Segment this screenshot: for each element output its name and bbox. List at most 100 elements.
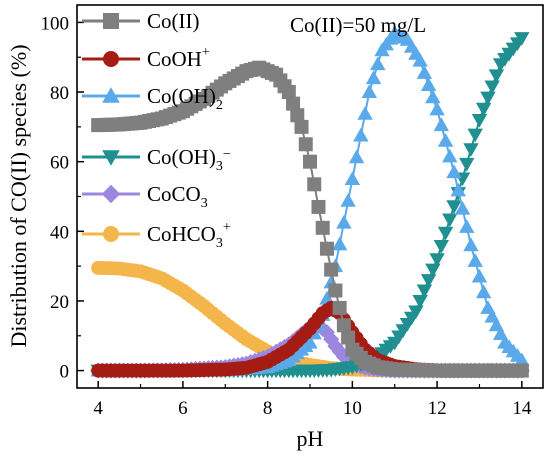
- x-tick-label: 14: [512, 398, 532, 419]
- legend-marker: [101, 184, 121, 204]
- data-point: [307, 177, 322, 192]
- data-point: [302, 335, 318, 349]
- data-point: [361, 84, 378, 98]
- data-point: [331, 236, 348, 251]
- data-point: [433, 239, 450, 254]
- y-tick-label: 20: [50, 292, 69, 313]
- legend-item: CoCO3: [82, 182, 208, 211]
- legend-label-sub: 3: [216, 236, 223, 251]
- legend-marker: [102, 87, 120, 103]
- y-axis: 0 20 40 60 80 100: [41, 13, 84, 383]
- data-point: [488, 69, 505, 84]
- data-point: [348, 149, 365, 164]
- data-point: [281, 85, 296, 100]
- x-axis-label: pH: [297, 426, 324, 451]
- y-axis-label: Distribution of CO(II) species (%): [6, 44, 31, 347]
- legend-label: CoCO3: [147, 182, 208, 211]
- legend-marker: [103, 13, 119, 29]
- x-axis: 4 6 8 10 12 14: [93, 381, 532, 419]
- data-point: [463, 237, 479, 252]
- data-point: [332, 300, 347, 315]
- data-point: [514, 363, 529, 378]
- legend-marker: [102, 150, 120, 166]
- data-point: [420, 77, 437, 92]
- data-point: [353, 127, 369, 142]
- legend-item: Co(OH)2: [82, 84, 223, 113]
- data-point: [290, 108, 305, 123]
- legend-label-sup: −: [223, 147, 231, 162]
- data-point: [315, 220, 330, 235]
- legend-label: Co(OH)3−: [147, 145, 231, 174]
- data-point: [471, 113, 488, 128]
- legend-item: Co(II): [82, 9, 199, 33]
- data-point: [420, 274, 437, 288]
- x-tick-label: 8: [263, 398, 273, 419]
- data-point: [327, 338, 344, 355]
- y-tick-label: 40: [50, 222, 69, 243]
- legend-item: Co(OH)3−: [82, 145, 231, 174]
- legend-label-sub: 3: [216, 159, 223, 174]
- legend-label-sub: 3: [201, 196, 208, 211]
- y-tick-label: 80: [50, 83, 69, 104]
- data-point: [459, 157, 475, 172]
- data-point: [324, 262, 339, 277]
- data-point: [437, 133, 454, 147]
- data-point: [459, 219, 475, 233]
- legend-marker: [103, 226, 119, 242]
- legend-label: CoOH+: [147, 45, 210, 71]
- x-tick-label: 10: [343, 398, 362, 419]
- plot-area: [90, 25, 530, 379]
- data-point: [514, 352, 530, 367]
- data-point: [446, 200, 462, 214]
- legend-label-main: Co(OH): [147, 145, 216, 169]
- data-point: [446, 164, 462, 179]
- x-tick-label: 6: [178, 398, 188, 419]
- data-point: [467, 253, 483, 267]
- data-point: [294, 119, 309, 134]
- legend-label-sup: +: [202, 45, 210, 60]
- data-point: [331, 343, 348, 360]
- y-tick-label: 0: [60, 362, 70, 383]
- legend-label-main: Co(II): [147, 9, 199, 33]
- legend-label-main: Co(OH): [147, 84, 216, 108]
- data-point: [484, 80, 500, 95]
- data-point: [365, 70, 382, 85]
- data-point: [475, 102, 492, 117]
- data-point: [450, 182, 466, 197]
- data-point: [286, 96, 301, 111]
- data-point: [463, 143, 479, 157]
- legend-label: CoHCO3+: [147, 220, 231, 251]
- data-point: [341, 330, 356, 345]
- data-point: [412, 295, 428, 309]
- data-point: [311, 199, 326, 214]
- chart-annotation: Co(II)=50 mg/L: [290, 13, 426, 37]
- y-tick-label: 100: [41, 13, 70, 34]
- data-point: [336, 318, 351, 333]
- data-point: [328, 283, 343, 298]
- x-tick-label: 12: [428, 398, 447, 419]
- data-point: [471, 268, 488, 283]
- data-point: [425, 89, 441, 104]
- legend-item: CoHCO3+: [82, 220, 231, 251]
- data-point: [416, 284, 433, 299]
- data-point: [303, 154, 317, 169]
- legend-label-sup: +: [223, 220, 231, 235]
- data-point: [412, 53, 428, 67]
- data-point: [408, 305, 424, 320]
- legend-label-main: CoHCO: [147, 222, 216, 246]
- legend-label: Co(II): [147, 9, 199, 33]
- data-point: [514, 32, 530, 46]
- legend-label: Co(OH)2: [147, 84, 223, 113]
- data-point: [467, 128, 483, 143]
- legend-label-sub: 2: [216, 98, 223, 113]
- data-point: [298, 137, 313, 152]
- data-point: [429, 253, 445, 267]
- data-point: [336, 214, 352, 229]
- data-point: [425, 263, 441, 278]
- data-point: [454, 200, 471, 215]
- data-point: [344, 171, 361, 186]
- series-co-ii-: [91, 60, 529, 378]
- data-point: [429, 101, 445, 116]
